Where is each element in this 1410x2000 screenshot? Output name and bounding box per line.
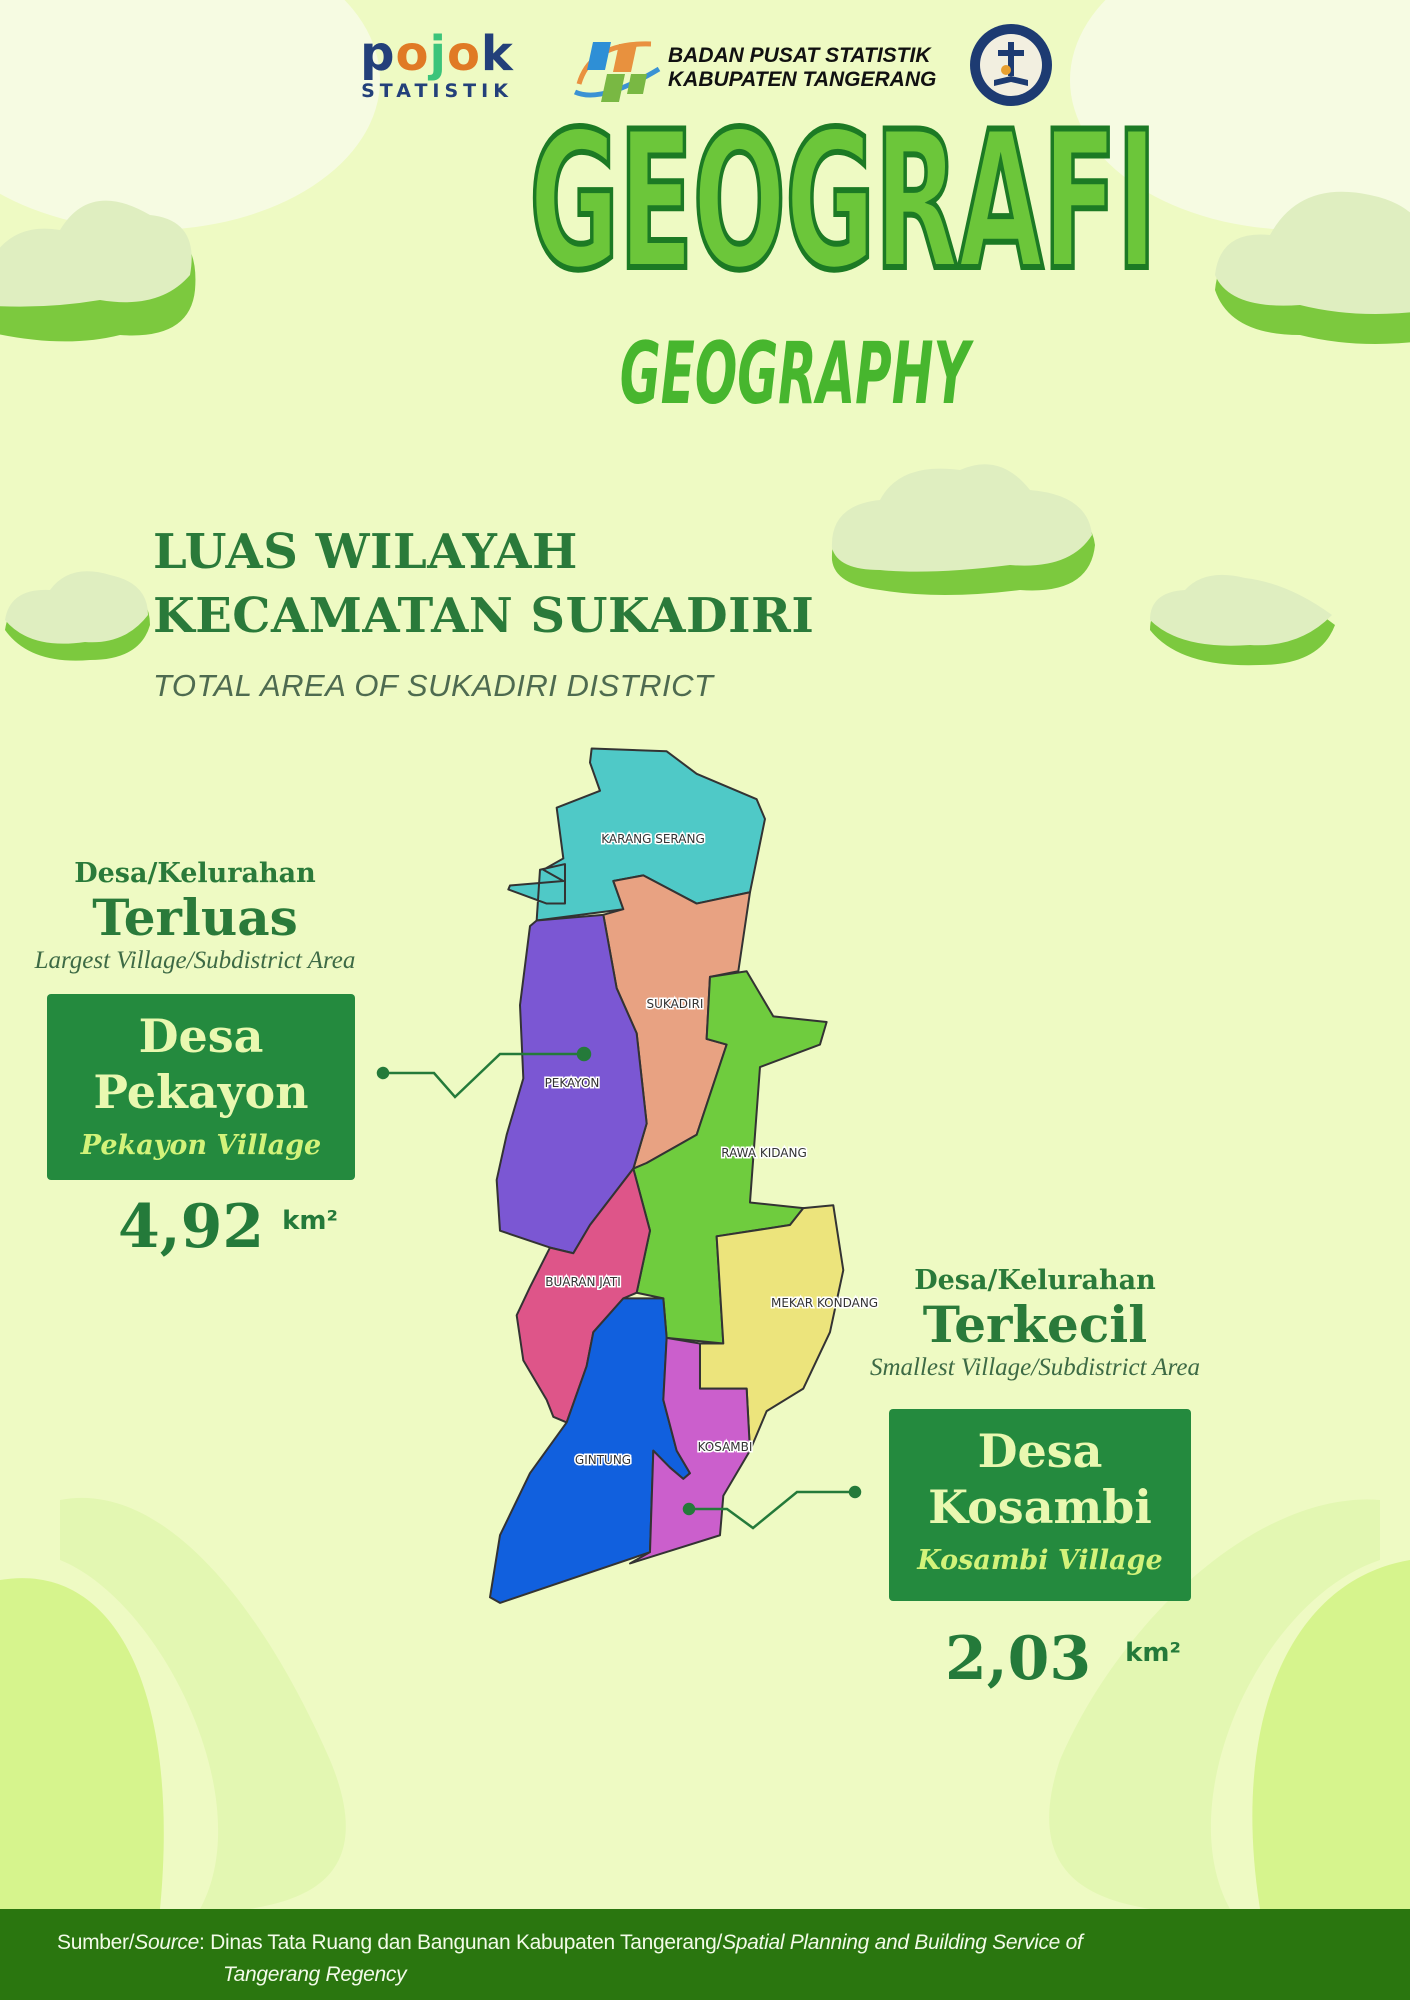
map-label-buaran-jati: BUARAN JATI <box>545 1275 621 1289</box>
section-heading: LUAS WILAYAH KECAMATAN SUKADIRI <box>153 524 815 644</box>
matana-seal-icon <box>970 24 1052 106</box>
cloud-left-top <box>0 200 196 342</box>
corner-glow <box>0 0 380 230</box>
cloud-small-right <box>1150 574 1335 666</box>
largest-village-panel: Desa/Kelurahan Terluas Largest Village/S… <box>34 858 356 974</box>
map-label-kosambi: KOSAMBI <box>698 1440 753 1454</box>
village-karang-serang[interactable] <box>508 748 765 920</box>
cloud-small-left <box>5 571 150 661</box>
corner-glow <box>1070 0 1410 230</box>
connector-largest <box>376 1046 592 1099</box>
pojok-subtitle: STATISTIK <box>361 80 513 102</box>
map-label-pekayon: PEKAYON <box>545 1076 600 1090</box>
map-label-gintung: GINTUNG <box>575 1453 631 1467</box>
wave-left <box>60 1497 346 1909</box>
bps-logo-icon <box>573 41 661 102</box>
map-label-sukadiri: SUKADIRI <box>647 997 704 1011</box>
source-line: Sumber/Source: Dinas Tata Ruang dan Bang… <box>57 1931 1083 1954</box>
cloud-right-top <box>1215 191 1410 344</box>
sukadiri-district-map: KARANG SERANG SUKADIRI PEKAYON RAWA KIDA… <box>376 0 880 1700</box>
source-footer: Sumber/Source: Dinas Tata Ruang dan Bang… <box>0 1909 1410 2000</box>
connector-smallest <box>682 1485 862 1530</box>
source-line-2: Tangerang Regency <box>223 1963 407 1986</box>
smallest-village-panel: Desa/Kelurahan Terkecil Smallest Village… <box>869 1265 1201 1381</box>
section-heading-en: TOTAL AREA OF SUKADIRI DISTRICT <box>153 668 714 703</box>
smallest-village-card: Desa Kosambi Kosambi Village <box>889 1409 1191 1601</box>
cloud-middle-right <box>831 464 1095 595</box>
village-kosambi[interactable] <box>630 1338 750 1564</box>
wave-right <box>1049 1499 1380 1909</box>
pojok-statistik-logo: pojok STATISTIK <box>352 28 522 102</box>
smallest-area-value: 2,03 km² <box>945 1624 1181 1694</box>
bottom-blob-right <box>1252 1560 1410 1909</box>
map-label-karang-serang: KARANG SERANG <box>601 832 705 846</box>
largest-area-value: 4,92 km² <box>118 1192 338 1262</box>
map-label-mekar-kondang: MEKAR KONDANG <box>771 1296 878 1310</box>
map-label-rawa-kidang: RAWA KIDANG <box>721 1146 807 1160</box>
bottom-blob-left <box>0 1578 164 1909</box>
pojok-wordmark: pojok <box>360 26 514 82</box>
bps-text: BADAN PUSAT STATISTIK KABUPATEN TANGERAN… <box>668 44 937 91</box>
largest-village-card: Desa Pekayon Pekayon Village <box>47 994 355 1180</box>
